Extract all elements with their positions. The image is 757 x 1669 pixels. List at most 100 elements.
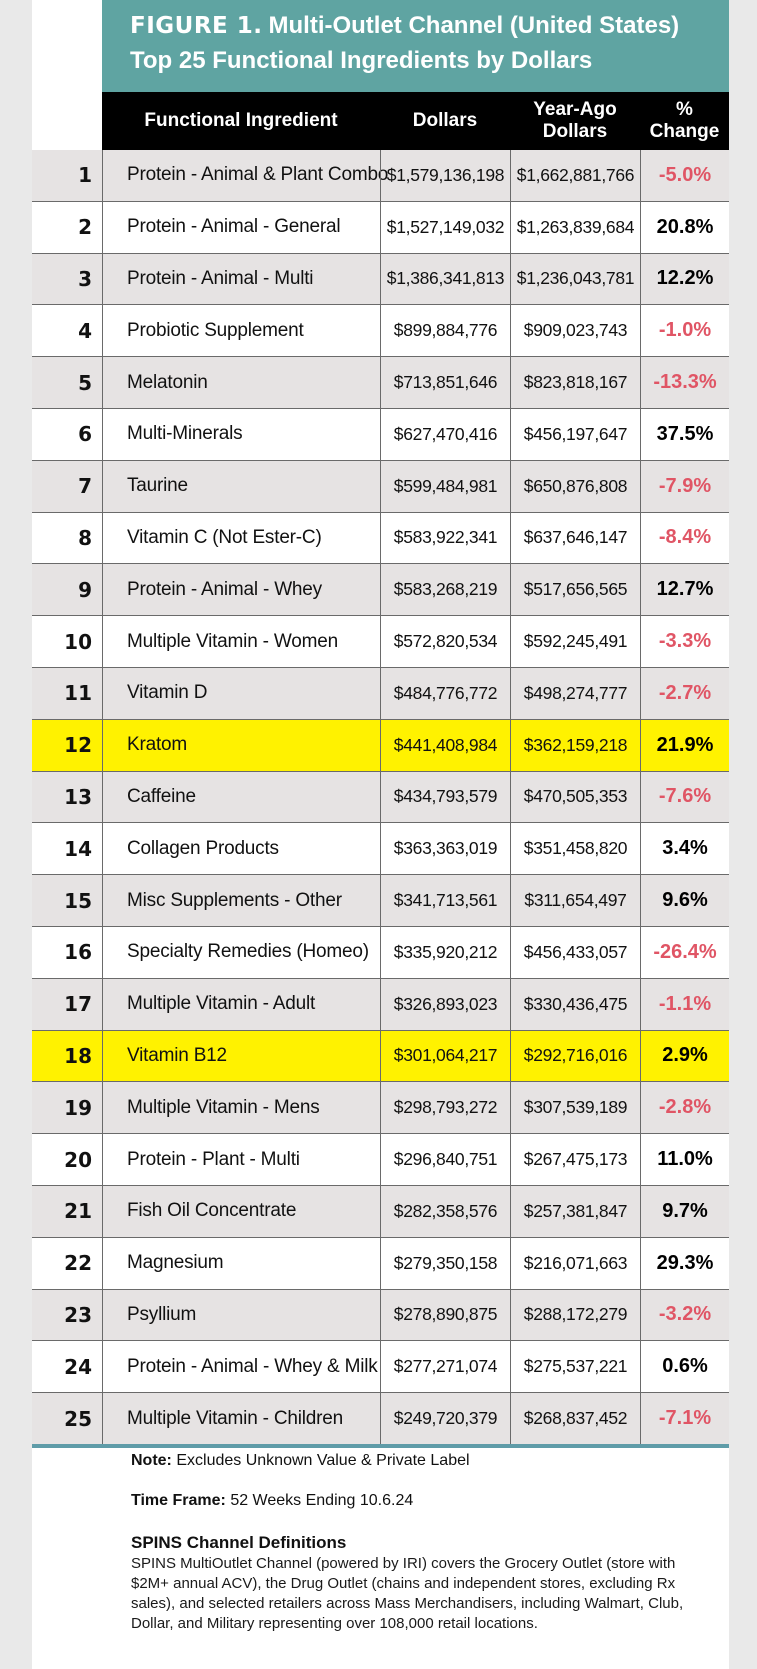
row-ingredient: Protein - Animal - Whey [102, 564, 380, 616]
row-ingredient: Melatonin [102, 357, 380, 408]
row-rank: 14 [64, 836, 92, 861]
row-percent-change: 12.2% [640, 253, 729, 305]
column-header-year-ago: Year-Ago Dollars [510, 92, 640, 150]
table-body: 1 Protein - Animal & Plant Combo $1,579,13… [32, 150, 729, 1445]
table-row: 16 Specialty Remedies (Homeo) $335,920,212… [32, 926, 729, 979]
row-year-ago-dollars: $592,245,491 [510, 616, 640, 667]
row-percent-change: 2.9% [640, 1030, 729, 1082]
row-ingredient: Fish Oil Concentrate [102, 1185, 380, 1237]
figure-title-line2: Top 25 Functional Ingredients by Dollars [130, 47, 593, 74]
note-line: Note: Excludes Unknown Value & Private L… [131, 1452, 470, 1470]
note-label: Note: [131, 1452, 172, 1469]
figure-title-line1: FIGURE 1. Multi-Outlet Channel (United St… [130, 12, 679, 40]
row-ingredient: Kratom [102, 719, 380, 771]
row-rank: 6 [78, 422, 92, 447]
table-row: 15 Misc Supplements - Other $341,713,561 $3… [32, 875, 729, 927]
row-ingredient: Protein - Animal - Whey & Milk [102, 1341, 380, 1393]
row-ingredient: Misc Supplements - Other [102, 875, 380, 926]
spins-definitions-title: SPINS Channel Definitions [131, 1533, 347, 1552]
row-year-ago-dollars: $517,656,565 [510, 564, 640, 616]
row-dollars: $296,840,751 [380, 1134, 510, 1185]
row-rank: 12 [64, 733, 92, 758]
row-rank: 5 [78, 370, 92, 395]
row-rank: 15 [64, 888, 92, 913]
row-rank: 19 [64, 1095, 92, 1120]
row-dollars: $363,363,019 [380, 823, 510, 875]
row-rank: 7 [78, 474, 92, 499]
row-year-ago-dollars: $330,436,475 [510, 978, 640, 1030]
table-row: 9 Protein - Animal - Whey $583,268,219 $517… [32, 564, 729, 617]
row-dollars: $301,064,217 [380, 1030, 510, 1082]
figure-page: FIGURE 1. Multi-Outlet Channel (United St… [32, 0, 729, 1669]
row-year-ago-dollars: $823,818,167 [510, 357, 640, 408]
row-ingredient: Protein - Plant - Multi [102, 1134, 380, 1185]
table-row: 3 Protein - Animal - Multi $1,386,341,813 $… [32, 253, 729, 306]
figure-banner: FIGURE 1. Multi-Outlet Channel (United St… [102, 0, 729, 92]
row-percent-change: 3.4% [640, 823, 729, 875]
table-row: 5 Melatonin $713,851,646 $823,818,167 -13.3% [32, 357, 729, 409]
row-rank: 13 [64, 784, 92, 809]
row-rank: 16 [64, 940, 92, 965]
row-year-ago-dollars: $1,662,881,766 [510, 150, 640, 201]
row-ingredient: Probiotic Supplement [102, 305, 380, 357]
row-percent-change: -7.6% [640, 771, 729, 823]
row-ingredient: Multiple Vitamin - Mens [102, 1082, 380, 1134]
row-rank: 10 [64, 629, 92, 654]
row-rank: 4 [78, 318, 92, 343]
row-year-ago-dollars: $909,023,743 [510, 305, 640, 357]
row-year-ago-dollars: $456,433,057 [510, 926, 640, 978]
row-year-ago-dollars: $267,475,173 [510, 1134, 640, 1185]
row-ingredient: Collagen Products [102, 823, 380, 875]
row-percent-change: -8.4% [640, 512, 729, 564]
row-year-ago-dollars: $1,263,839,684 [510, 201, 640, 253]
table-row: 8 Vitamin C (Not Ester-C) $583,922,341 $637… [32, 512, 729, 565]
table-row: 19 Multiple Vitamin - Mens $298,793,272 $30… [32, 1082, 729, 1135]
row-ingredient: Psyllium [102, 1289, 380, 1341]
table-row: 12 Kratom $441,408,984 $362,159,218 21.9% [32, 719, 729, 772]
row-dollars: $627,470,416 [380, 408, 510, 460]
row-year-ago-dollars: $637,646,147 [510, 512, 640, 564]
table-row: 20 Protein - Plant - Multi $296,840,751 $26… [32, 1134, 729, 1186]
table-row: 18 Vitamin B12 $301,064,217 $292,716,016 2.9… [32, 1030, 729, 1083]
row-year-ago-dollars: $311,654,497 [510, 875, 640, 926]
row-dollars: $279,350,158 [380, 1237, 510, 1289]
row-dollars: $249,720,379 [380, 1393, 510, 1444]
row-rank: 1 [78, 163, 92, 188]
row-ingredient: Multiple Vitamin - Children [102, 1393, 380, 1444]
column-header-change-line1: % [676, 99, 693, 120]
row-dollars: $1,579,136,198 [380, 150, 510, 201]
figure-title-text: Multi-Outlet Channel (United States) [268, 12, 680, 39]
row-rank: 8 [78, 525, 92, 550]
row-year-ago-dollars: $650,876,808 [510, 460, 640, 512]
row-rank: 24 [64, 1354, 92, 1379]
row-ingredient: Taurine [102, 460, 380, 512]
figure-label: FIGURE 1. [130, 13, 263, 39]
row-dollars: $713,851,646 [380, 357, 510, 408]
column-header-year-ago-line1: Year-Ago [533, 99, 617, 120]
row-percent-change: -7.9% [640, 460, 729, 512]
row-dollars: $572,820,534 [380, 616, 510, 667]
column-header-change-line2: Change [649, 121, 720, 142]
row-year-ago-dollars: $216,071,663 [510, 1237, 640, 1289]
table-row: 25 Multiple Vitamin - Children $249,720,37… [32, 1393, 729, 1445]
row-dollars: $335,920,212 [380, 926, 510, 978]
row-percent-change: 11.0% [640, 1134, 729, 1185]
table-row: 22 Magnesium $279,350,158 $216,071,663 29.3% [32, 1237, 729, 1290]
note-text: Excludes Unknown Value & Private Label [176, 1452, 470, 1469]
row-rank: 20 [64, 1147, 92, 1172]
row-dollars: $341,713,561 [380, 875, 510, 926]
row-year-ago-dollars: $257,381,847 [510, 1185, 640, 1237]
row-ingredient: Multiple Vitamin - Adult [102, 978, 380, 1030]
row-year-ago-dollars: $362,159,218 [510, 719, 640, 771]
row-percent-change: 9.6% [640, 875, 729, 926]
row-ingredient: Specialty Remedies (Homeo) [102, 926, 380, 978]
row-percent-change: 12.7% [640, 564, 729, 616]
column-header-ingredient: Functional Ingredient [144, 110, 338, 131]
row-dollars: $1,527,149,032 [380, 201, 510, 253]
row-percent-change: -5.0% [640, 150, 729, 201]
row-percent-change: 0.6% [640, 1341, 729, 1393]
row-rank: 17 [64, 992, 92, 1017]
row-percent-change: -7.1% [640, 1393, 729, 1444]
column-header-change: % Change [640, 92, 729, 150]
spins-definitions-body: SPINS MultiOutlet Channel (powered by IR… [131, 1555, 684, 1632]
